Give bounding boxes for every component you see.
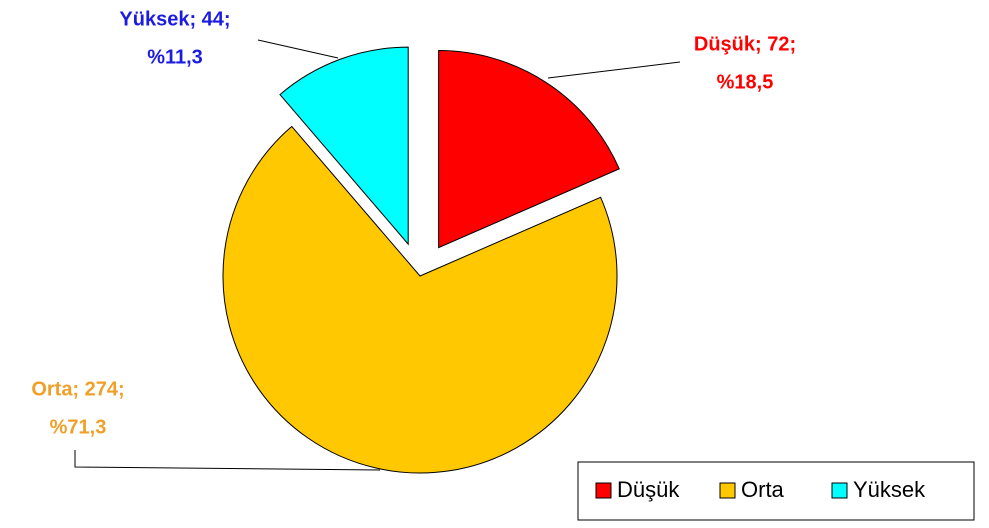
data-label: %11,3 <box>147 46 203 68</box>
data-label: Orta; 274; <box>31 378 124 400</box>
data-label: %18,5 <box>717 71 774 93</box>
pie-slice <box>438 50 620 249</box>
leader-line <box>547 61 681 79</box>
data-label: Düşük; 72; <box>694 33 796 55</box>
pie-slice <box>279 46 409 246</box>
legend-swatch <box>595 482 612 499</box>
leader-line <box>257 39 339 59</box>
legend-swatch <box>831 482 848 499</box>
data-label: Yüksek; 44; <box>119 8 230 30</box>
legend-label: Yüksek <box>853 477 926 502</box>
legend <box>577 461 975 521</box>
legend-swatch <box>719 482 736 499</box>
pie-slice <box>222 125 618 474</box>
legend-label: Düşük <box>617 477 680 502</box>
leader-line <box>74 450 381 471</box>
legend-label: Orta <box>741 477 785 502</box>
data-label: %71,3 <box>50 416 107 438</box>
